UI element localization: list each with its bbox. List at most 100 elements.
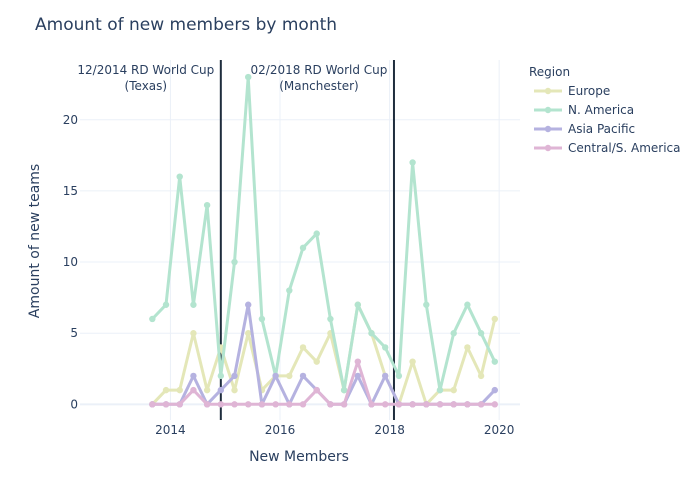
y-axis-title: Amount of new teams [27, 164, 43, 318]
data-point [464, 401, 471, 408]
legend-swatch-marker [544, 125, 552, 133]
data-point [245, 73, 252, 81]
data-point [313, 358, 320, 365]
data-point [491, 358, 498, 365]
data-point [299, 372, 307, 380]
y-tick-label: 15 [63, 184, 78, 198]
data-point [423, 301, 430, 308]
annotations: 12/2014 RD World Cup (Texas) 02/2018 RD Wo… [77, 60, 395, 420]
y-tick-label: 20 [63, 113, 78, 127]
data-point [203, 201, 211, 209]
data-point [491, 386, 498, 394]
data-point [409, 159, 416, 166]
legend-item[interactable]: Europe [534, 84, 610, 98]
data-point [190, 330, 197, 337]
annotation-sublabel: (Texas) [125, 79, 168, 93]
data-point [491, 315, 498, 323]
data-point [245, 330, 252, 337]
legend-item[interactable]: N. America [534, 103, 634, 117]
data-point [436, 401, 444, 408]
series-central-s-america [149, 358, 498, 408]
data-point [395, 372, 403, 380]
data-point [272, 401, 279, 408]
data-point [286, 287, 293, 294]
data-point [423, 401, 430, 408]
data-point [176, 173, 183, 180]
data-point [217, 401, 225, 408]
data-point [354, 372, 362, 380]
data-point [258, 315, 266, 323]
series-line [151, 303, 497, 406]
y-tick-label: 5 [70, 326, 78, 340]
legend-swatch-marker [544, 106, 552, 114]
data-point [286, 372, 293, 380]
data-point [450, 401, 457, 408]
data-point [368, 401, 375, 408]
data-point [190, 372, 197, 380]
legend-label: Europe [568, 84, 610, 98]
data-point [299, 244, 307, 252]
data-point [354, 358, 362, 365]
data-point [162, 401, 170, 408]
grid [80, 60, 520, 420]
data-point [176, 401, 183, 408]
legend: Region Europe N. America Asia Pacific Centr… [529, 65, 680, 155]
legend-label: Central/S. America [568, 141, 680, 155]
data-point [231, 258, 238, 266]
legend-item[interactable]: Asia Pacific [534, 122, 635, 136]
data-point [149, 401, 156, 408]
data-point [203, 401, 211, 408]
data-point [382, 401, 389, 408]
data-point [464, 344, 471, 351]
data-point [245, 301, 252, 308]
y-axis: 0 5 10 15 20 [63, 113, 78, 412]
annotation-label: 12/2014 RD World Cup [77, 63, 214, 77]
data-point [395, 401, 403, 408]
x-tick-label: 2020 [484, 423, 515, 437]
data-point [149, 315, 156, 323]
legend-swatch-marker [544, 144, 552, 152]
x-tick-label: 2018 [374, 423, 405, 437]
series-line [151, 75, 497, 392]
data-point [327, 401, 334, 408]
series-asia-pacific [149, 301, 498, 408]
plot-area [149, 73, 498, 408]
data-point [436, 386, 444, 394]
data-point [176, 386, 183, 394]
data-point [190, 386, 197, 394]
data-point [340, 386, 348, 394]
data-point [477, 372, 485, 380]
data-point [162, 301, 170, 308]
data-point [190, 301, 197, 308]
data-point [258, 401, 266, 408]
data-point [450, 330, 457, 337]
legend-label: N. America [568, 103, 634, 117]
annotation-label: 02/2018 RD World Cup [251, 63, 388, 77]
data-point [299, 344, 307, 351]
legend-item[interactable]: Central/S. America [534, 141, 680, 155]
chart-title: Amount of new members by month [35, 15, 337, 35]
data-point [477, 401, 485, 408]
data-point [313, 386, 320, 394]
data-point [327, 315, 334, 323]
data-point [409, 358, 416, 365]
data-point [231, 401, 238, 408]
data-point [231, 372, 238, 380]
data-point [409, 401, 416, 408]
data-point [272, 372, 279, 380]
y-tick-label: 0 [70, 397, 78, 411]
data-point [286, 401, 293, 408]
x-axis: 2014 2016 2018 2020 [155, 423, 514, 437]
data-point [231, 386, 238, 394]
x-tick-label: 2016 [265, 423, 296, 437]
data-point [450, 386, 457, 394]
data-point [477, 330, 485, 337]
data-point [203, 386, 211, 394]
series-n-america [149, 73, 498, 394]
data-point [217, 372, 225, 380]
legend-label: Asia Pacific [568, 122, 635, 136]
data-point [217, 386, 225, 394]
data-point [491, 401, 498, 408]
data-point [368, 330, 375, 337]
